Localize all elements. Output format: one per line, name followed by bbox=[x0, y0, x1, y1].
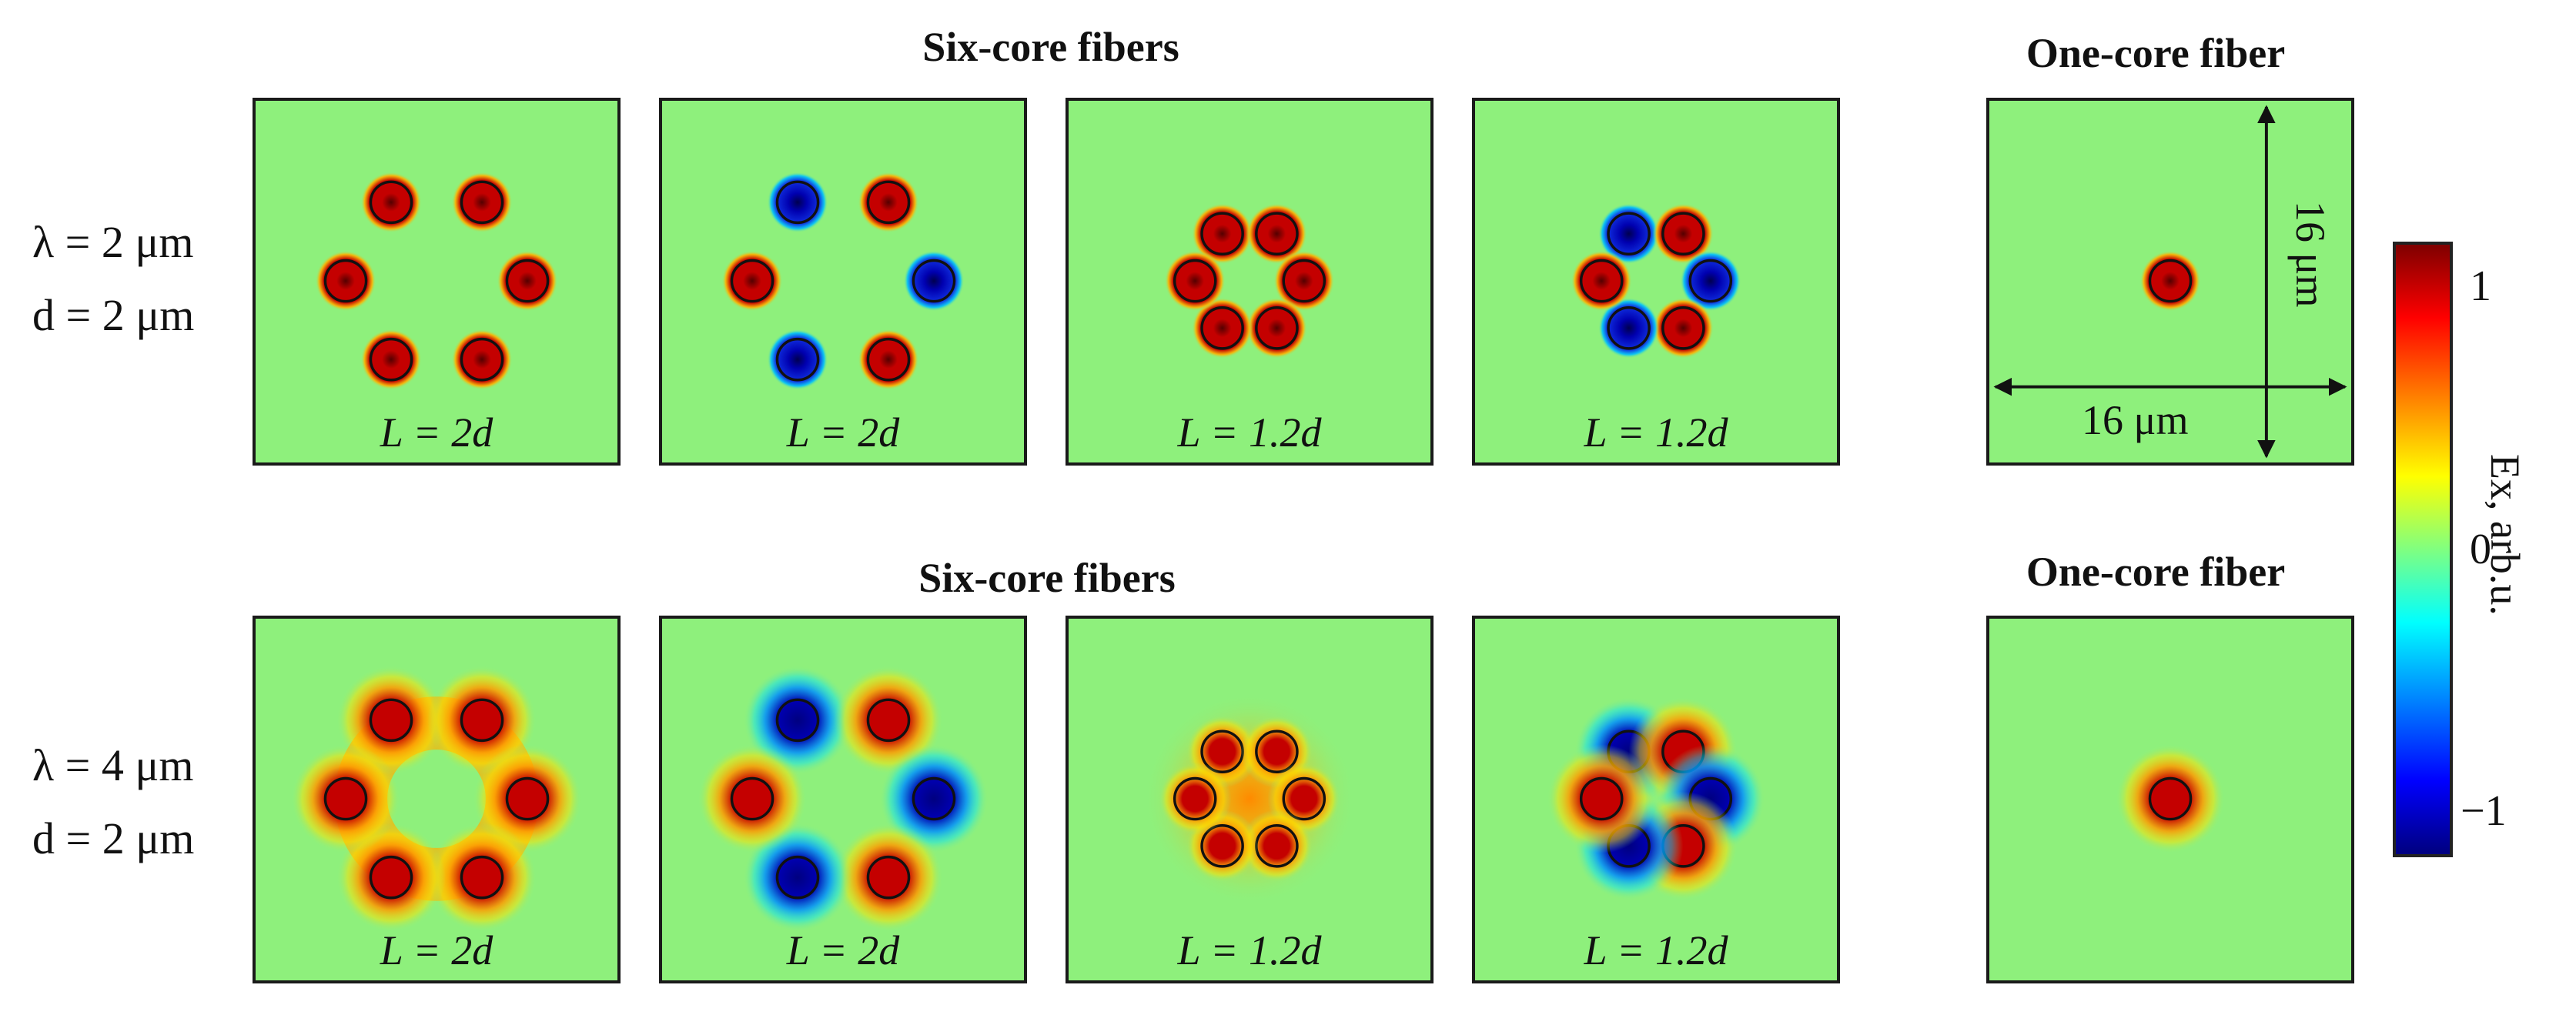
core-4-outline bbox=[460, 855, 504, 900]
core-5-outline bbox=[1200, 306, 1244, 350]
core-2-outline bbox=[866, 180, 911, 225]
core-2-outline bbox=[460, 180, 504, 225]
panel-L-label: L = 2d bbox=[786, 927, 900, 973]
row1-lambda-label: λ = 2 μm bbox=[32, 217, 194, 267]
panel-L-label: L = 1.2d bbox=[1177, 409, 1322, 456]
core-3-outline bbox=[1688, 259, 1733, 303]
core-1-field bbox=[743, 666, 852, 775]
core-6-outline bbox=[730, 259, 774, 303]
core-1-outline bbox=[369, 180, 413, 225]
core-3-outline bbox=[505, 776, 550, 821]
core-3-outline bbox=[912, 259, 956, 303]
panel-L-label: L = 2d bbox=[786, 409, 900, 456]
vertical-dimension-label: 16 μm bbox=[2287, 201, 2333, 308]
single-core-outline bbox=[2148, 776, 2193, 821]
horizontal-dimension-label: 16 μm bbox=[2082, 397, 2189, 443]
colorbar-tick-zero: 0 bbox=[2470, 526, 2491, 573]
panel-row1-col4: L = 1.2d bbox=[1472, 98, 1840, 466]
core-2-outline bbox=[460, 698, 504, 743]
core-5-outline bbox=[775, 855, 820, 900]
panel-row2-one-core bbox=[1986, 616, 2354, 983]
colorbar bbox=[2393, 242, 2453, 857]
panel-row1-col2: L = 2d bbox=[659, 98, 1027, 466]
core-1-field bbox=[336, 666, 446, 775]
core-4-field bbox=[1240, 810, 1313, 883]
core-2-outline bbox=[1661, 212, 1705, 255]
core-5-field bbox=[743, 823, 852, 932]
panel-L-label: L = 1.2d bbox=[1584, 409, 1728, 456]
core-2-field bbox=[834, 666, 943, 775]
core-6-outline bbox=[323, 259, 368, 303]
core-1-outline bbox=[775, 180, 820, 225]
header-six-core-bottom: Six-core fibers bbox=[918, 555, 1176, 601]
colorbar-tick-min: −1 bbox=[2461, 787, 2507, 835]
core-6-field bbox=[1547, 744, 1656, 853]
core-4-outline bbox=[866, 855, 911, 900]
panel-L-label: L = 2d bbox=[380, 409, 493, 456]
core-6-field bbox=[1159, 762, 1232, 836]
core-4-field bbox=[834, 823, 943, 932]
core-4-outline bbox=[866, 337, 911, 382]
core-6-outline bbox=[1579, 259, 1624, 303]
row2-lambda-label: λ = 4 μm bbox=[32, 740, 194, 790]
core-3-outline bbox=[1282, 259, 1326, 303]
core-6-outline bbox=[1173, 776, 1217, 821]
core-3-field bbox=[473, 744, 582, 853]
core-3-outline bbox=[505, 259, 550, 303]
row1-d-label: d = 2 μm bbox=[32, 290, 195, 340]
core-6-outline bbox=[1173, 259, 1217, 303]
panel-row2-col3: L = 1.2d bbox=[1066, 616, 1434, 983]
core-6-outline bbox=[323, 776, 368, 821]
core-2-outline bbox=[866, 698, 911, 743]
panel-row1-one-core: 16 μm 16 μm bbox=[1986, 98, 2354, 466]
core-2-field bbox=[427, 666, 537, 775]
panel-row2-col2: L = 2d bbox=[659, 616, 1027, 983]
panel-L-label: L = 1.2d bbox=[1177, 927, 1322, 973]
core-6-outline bbox=[1579, 776, 1624, 821]
header-one-core-top: One-core fiber bbox=[2026, 30, 2286, 76]
row2-d-label: d = 2 μm bbox=[32, 813, 195, 863]
panel-row2-col4: L = 1.2d bbox=[1472, 616, 1840, 983]
core-4-outline bbox=[460, 337, 504, 382]
core-4-outline bbox=[1255, 306, 1299, 350]
core-3-outline bbox=[1282, 776, 1326, 821]
core-4-field bbox=[427, 823, 537, 932]
header-one-core-bottom: One-core fiber bbox=[2026, 549, 2286, 595]
core-2-outline bbox=[1255, 730, 1299, 773]
core-5-outline bbox=[775, 337, 820, 382]
core-4-outline bbox=[1661, 306, 1705, 350]
single-core-field bbox=[2116, 744, 2225, 853]
core-6-field bbox=[698, 744, 807, 853]
core-6-outline bbox=[730, 776, 774, 821]
header-six-core-top: Six-core fibers bbox=[922, 24, 1179, 70]
panel-row2-col1: L = 2d bbox=[253, 616, 621, 983]
core-5-outline bbox=[1607, 306, 1651, 350]
core-3-field bbox=[879, 744, 989, 853]
core-3-outline bbox=[912, 776, 956, 821]
core-1-outline bbox=[1607, 212, 1651, 255]
core-1-outline bbox=[369, 698, 413, 743]
colorbar-label: Ex, arb.u. bbox=[2482, 454, 2528, 616]
panel-L-label: L = 2d bbox=[380, 927, 493, 973]
core-5-outline bbox=[369, 855, 413, 900]
panel-row1-col1: L = 2d bbox=[253, 98, 621, 466]
core-6-field bbox=[291, 744, 400, 853]
panel-row1-col3: L = 1.2d bbox=[1066, 98, 1434, 466]
core-5-outline bbox=[369, 337, 413, 382]
core-1-outline bbox=[1200, 212, 1244, 255]
core-2-outline bbox=[1255, 212, 1299, 255]
panel-L-label: L = 1.2d bbox=[1584, 927, 1728, 973]
core-1-outline bbox=[775, 698, 820, 743]
core-5-field bbox=[336, 823, 446, 932]
core-5-outline bbox=[1200, 824, 1244, 868]
single-core-outline bbox=[2148, 259, 2193, 303]
colorbar-tick-max: 1 bbox=[2470, 262, 2491, 310]
